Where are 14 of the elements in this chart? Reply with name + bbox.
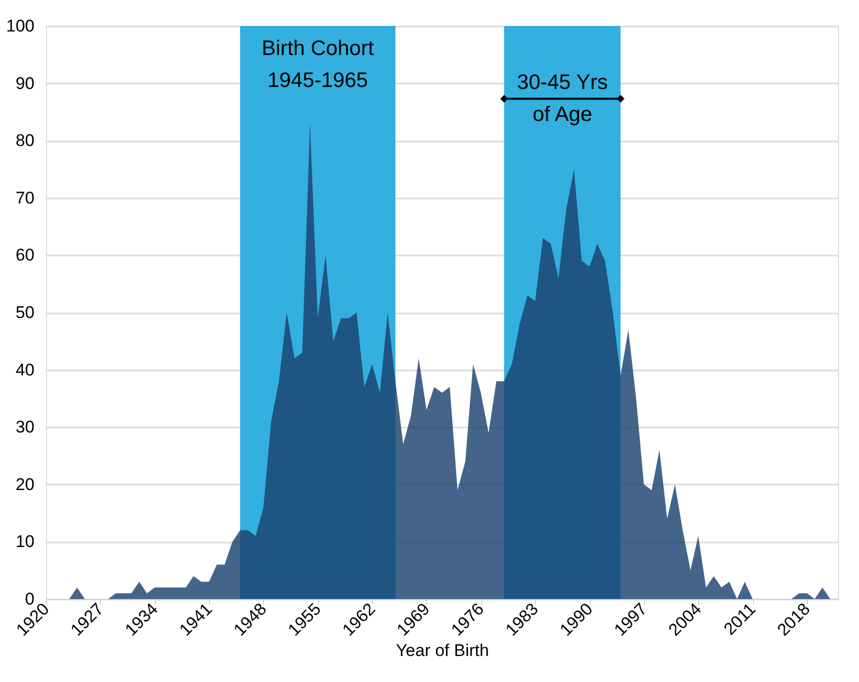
- y-tick-label: 20: [16, 474, 34, 494]
- y-tick-label: 100: [6, 16, 34, 36]
- y-tick-label: 30: [16, 418, 34, 437]
- x-axis-title: Year of Birth: [396, 640, 489, 660]
- y-tick-label: 60: [16, 246, 34, 265]
- y-tick-label: 70: [16, 188, 34, 208]
- y-tick-label: 10: [16, 532, 34, 552]
- annotation: 30-45 Yrs of Age: [517, 70, 608, 126]
- y-tick-label: 90: [16, 74, 34, 93]
- y-tick-label: 0: [25, 590, 34, 608]
- y-tick-label: 50: [16, 303, 34, 322]
- band-label: Birth Cohort 1945-1965: [262, 37, 374, 92]
- y-tick-label: 80: [16, 131, 34, 150]
- y-tick-label: 40: [16, 360, 34, 380]
